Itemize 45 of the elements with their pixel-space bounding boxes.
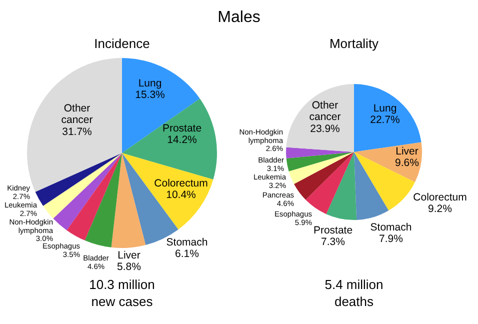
pie-slice	[111, 153, 146, 248]
slice-label: Colorectum	[154, 178, 208, 190]
pie-slice	[288, 152, 354, 184]
slice-label: Prostate	[162, 122, 202, 135]
pie-slice	[122, 153, 214, 230]
data-label: 22.7%	[370, 114, 400, 126]
slice-label: Liver	[396, 146, 419, 158]
pie-slice	[286, 152, 354, 172]
data-label: 10.4%	[166, 189, 196, 202]
data-label: 7.9%	[379, 233, 403, 246]
slice-label: Lung	[138, 78, 162, 90]
data-label: 9.6%	[395, 157, 419, 170]
pie-slice	[66, 153, 122, 240]
slice-label: Other cancer	[61, 102, 94, 126]
slice-label: Liver	[118, 250, 141, 262]
pie-slice	[84, 153, 122, 248]
text: 10.3 million new cases	[89, 277, 155, 309]
data-label: 15.3%	[135, 89, 165, 102]
slice-label: Other cancer	[309, 100, 342, 124]
pie-slice	[286, 84, 354, 152]
data-label: 5.8%	[117, 261, 141, 274]
data-label: 6.1%	[175, 248, 199, 260]
data-label: 14.2%	[167, 134, 197, 146]
pie-slice	[122, 58, 200, 153]
pie-slice	[286, 147, 354, 158]
slice-label: Stomach	[166, 236, 208, 249]
chart-title: Males	[218, 9, 260, 26]
slice-label: Colorectum	[413, 192, 468, 204]
slice-label: Stomach	[370, 222, 412, 234]
pie-slice	[326, 152, 357, 220]
slice-label: Prostate	[313, 224, 353, 237]
text: 5.4 million deaths	[324, 277, 384, 309]
pie-slice	[294, 152, 354, 200]
pie-slice	[35, 153, 122, 206]
pie-slice	[354, 152, 389, 220]
pie-slice	[43, 153, 122, 218]
pie-slice	[122, 98, 217, 180]
data-label: 23.9%	[310, 122, 340, 135]
data-label: 31.7%	[62, 126, 92, 138]
data-label: 9.2%	[428, 203, 452, 216]
chart-subtitle: Incidence	[94, 36, 150, 51]
chart-subtitle: Mortality	[329, 36, 380, 51]
pie-slice	[53, 153, 122, 230]
slice-label: Lung	[373, 102, 397, 115]
data-label: 7.3%	[321, 236, 345, 248]
